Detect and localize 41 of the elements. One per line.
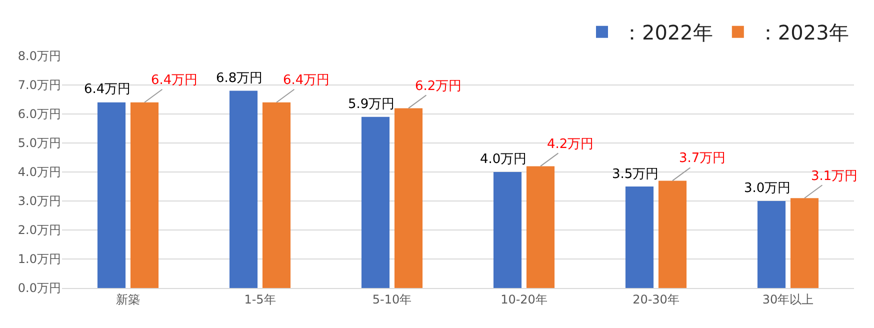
x-tick-label: 新築 bbox=[116, 292, 140, 306]
bar bbox=[526, 166, 555, 288]
bar bbox=[757, 201, 786, 288]
bar bbox=[262, 102, 291, 288]
x-tick-label: 10-20年 bbox=[500, 292, 548, 306]
y-tick-label: 8.0万円 bbox=[18, 49, 61, 64]
data-label: 3.0万円 bbox=[744, 181, 791, 196]
y-tick-label: 4.0万円 bbox=[18, 165, 61, 180]
data-label: 6.4万円 bbox=[283, 73, 330, 88]
data-label: 5.9万円 bbox=[348, 97, 395, 112]
data-label: 3.7万円 bbox=[679, 151, 726, 166]
y-tick-label: 6.0万円 bbox=[18, 107, 61, 122]
data-label: 3.1万円 bbox=[811, 169, 858, 184]
y-tick-label: 0.0万円 bbox=[18, 281, 61, 296]
bar bbox=[493, 172, 522, 288]
data-label: 6.4万円 bbox=[151, 73, 198, 88]
bar bbox=[229, 90, 258, 288]
bar bbox=[625, 186, 654, 288]
y-tick-label: 5.0万円 bbox=[18, 136, 61, 150]
x-tick-label: 5-10年 bbox=[372, 292, 412, 306]
bar bbox=[658, 180, 687, 288]
bar bbox=[394, 108, 423, 288]
legend-label: ：2023年 bbox=[758, 20, 849, 45]
x-tick-label: 30年以上 bbox=[762, 292, 814, 306]
x-tick-label: 20-30年 bbox=[632, 292, 680, 306]
bar bbox=[130, 102, 159, 288]
data-label: 6.8万円 bbox=[216, 71, 263, 86]
data-label: 6.4万円 bbox=[84, 82, 131, 97]
legend-label: ：2022年 bbox=[622, 20, 713, 45]
y-tick-label: 7.0万円 bbox=[18, 78, 61, 92]
data-label: 4.0万円 bbox=[480, 152, 527, 167]
bar bbox=[361, 116, 390, 288]
bar bbox=[790, 198, 819, 288]
data-label: 4.2万円 bbox=[547, 137, 594, 152]
x-tick-label: 1-5年 bbox=[244, 292, 276, 306]
bar bbox=[97, 102, 126, 288]
data-label: 6.2万円 bbox=[415, 79, 462, 94]
y-tick-label: 3.0万円 bbox=[18, 194, 61, 208]
y-tick-label: 1.0万円 bbox=[18, 252, 61, 266]
data-label: 3.5万円 bbox=[612, 167, 659, 182]
y-tick-label: 2.0万円 bbox=[18, 223, 61, 238]
